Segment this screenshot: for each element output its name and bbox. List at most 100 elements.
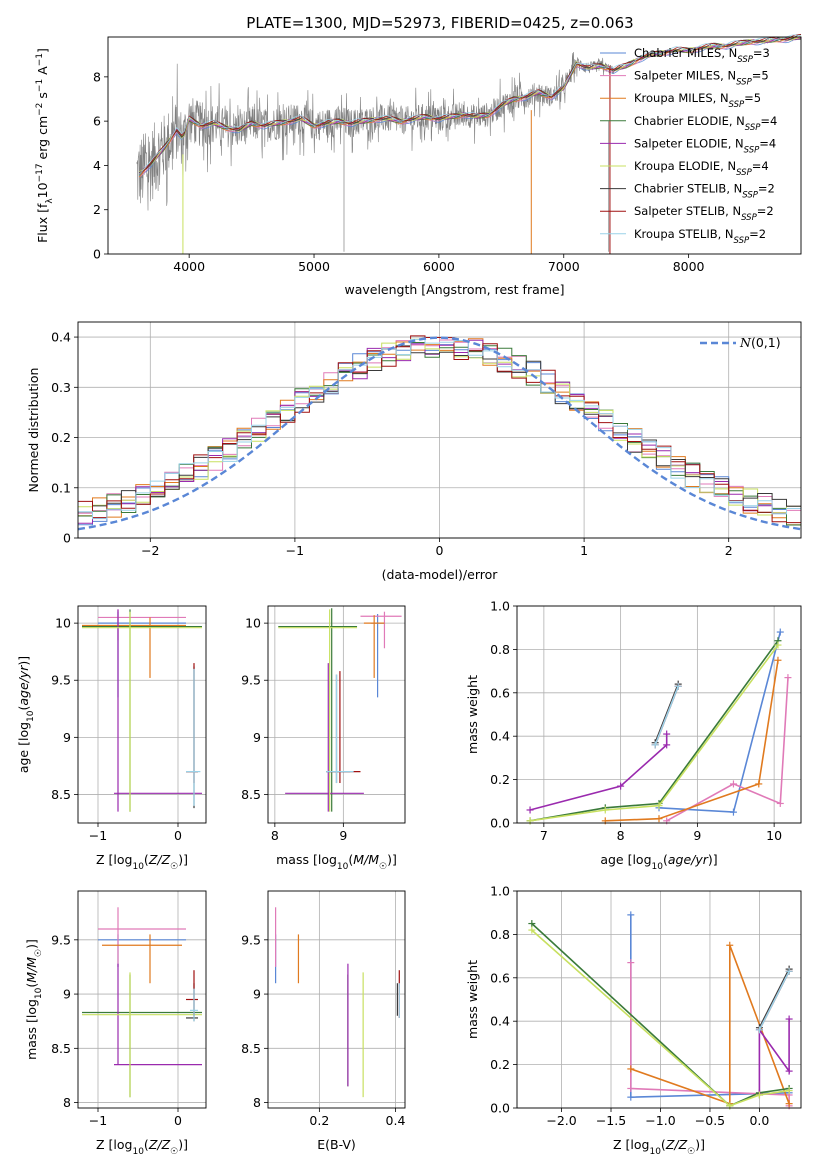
y-tick-label: 10 [245, 616, 261, 631]
y-tick-label: 0.6 [490, 685, 510, 700]
x-tick-label: −1 [286, 543, 304, 558]
y-tick-label: 0.2 [51, 430, 71, 445]
x-axis-label: age [log10(age/yr)] [600, 852, 717, 872]
y-axis-label: mass weight [465, 675, 480, 754]
y-tick-label: 9 [253, 987, 261, 1002]
plot-area-mass_vs_Z [82, 907, 202, 1098]
legend-label-chabrier_miles: Chabrier MILES, NSSP=3 [634, 46, 770, 65]
plot-area-age_vs_Z [82, 609, 202, 812]
x-tick-label: 8000 [673, 259, 705, 274]
y-tick-label: 8.5 [51, 787, 71, 802]
series-line-chabrier_stelib [758, 968, 790, 1029]
plot-area-weight_vs_age [526, 628, 792, 825]
y-tick-label: 9 [253, 730, 261, 745]
y-tick-label: 0.4 [51, 330, 71, 345]
y-tick-label: 8 [93, 69, 101, 84]
model-spectrum-kroupa_stelib [138, 34, 802, 175]
x-tick-label: −2 [141, 543, 159, 558]
x-tick-label: −2.0 [546, 1113, 576, 1128]
legend-label-chabrier_stelib: Chabrier STELIB, NSSP=2 [634, 182, 775, 201]
series-line-kroupa_miles [605, 660, 779, 822]
panel-mass_vs_Z: −1 0 8 8.5 9 9.5 Z [log10(Z/Z☉)] mass [log10(M/… [24, 890, 207, 1157]
series-line-chabrier_stelib [654, 683, 679, 743]
histogram-kroupa_stelib [78, 338, 801, 520]
panel-spectrum: 4000 5000 6000 7000 8000 0 2 4 6 8 wavelength [Ang… [35, 33, 802, 297]
y-tick-label: 0.8 [490, 642, 510, 657]
y-axis-label: mass weight [465, 960, 480, 1039]
x-tick-label: 8 [617, 828, 625, 843]
x-axis-label: Z [log10(Z/Z☉)] [96, 852, 188, 872]
legend: Chabrier MILES, NSSP=3 Salpeter MILES, NS… [600, 46, 777, 246]
legend-label-kroupa_stelib: Kroupa STELIB, NSSP=2 [634, 227, 766, 246]
y-tick-label: 8.5 [241, 1041, 261, 1056]
plot-area-residuals [77, 335, 802, 531]
plot-area-age_vs_mass [278, 608, 402, 812]
x-tick-label: 9 [693, 828, 701, 843]
y-tick-label: 9.5 [241, 673, 261, 688]
y-tick-label: 0 [93, 247, 101, 262]
x-tick-label: −1.0 [645, 1113, 675, 1128]
gaussian-curve [77, 336, 802, 531]
legend-label-salpeter_miles: Salpeter MILES, NSSP=5 [634, 69, 769, 88]
x-tick-label: 10 [766, 828, 782, 843]
x-tick-label: 0.2 [309, 1113, 329, 1128]
x-tick-label: 0 [174, 828, 182, 843]
series-line-chabrier_elodie [529, 640, 779, 822]
panel-weight_vs_age: 7 8 9 10 0.0 0.2 0.4 0.6 0.8 1.0 age [log10(age/yr… [465, 599, 802, 872]
y-tick-label: 10 [55, 616, 71, 631]
y-axis-label: age [log10(age/yr)] [16, 656, 36, 773]
x-tick-label: 0 [436, 543, 444, 558]
axes-frame [77, 605, 207, 824]
panel-weight_vs_Z: −2.0 −1.5 −1.0 −0.5 0.0 0.0 0.2 0.4 0.6 0.8 1.0 Z [… [465, 884, 802, 1157]
y-tick-label: 0.4 [490, 1014, 510, 1029]
histogram-salpeter_stelib [78, 335, 801, 524]
x-tick-label: −1 [89, 1113, 107, 1128]
model-spectrum-chabrier_miles [139, 36, 802, 177]
axes-age_vs_Z: −1 0 8.5 9 9.5 10 Z [log10(Z/Z☉)] age [log10(ag… [16, 605, 207, 872]
axes-mass_vs_EBV: 0.2 0.4 8 8.5 9 9.5 E(B-V) [241, 890, 406, 1152]
y-tick-label: 2 [93, 202, 101, 217]
series-line-salpeter_miles [666, 677, 789, 822]
axes-frame [516, 890, 802, 1109]
panel-age_vs_mass: 8 9 8.5 9 9.5 10 mass [log10(M/M☉)] [241, 605, 406, 872]
y-tick-label: 0.8 [490, 927, 510, 942]
axes-frame [267, 890, 406, 1109]
x-tick-label: 0.4 [386, 1113, 406, 1128]
x-axis-label: (data-model)/error [382, 567, 499, 582]
x-tick-label: 0.0 [749, 1113, 769, 1128]
axes-weight_vs_age: 7 8 9 10 0.0 0.2 0.4 0.6 0.8 1.0 age [log10(age/yr… [465, 599, 802, 872]
y-tick-label: 0.3 [51, 380, 71, 395]
series-line-chabrier_elodie [531, 922, 790, 1107]
x-axis-label: wavelength [Angstrom, rest frame] [344, 282, 564, 297]
legend-label-salpeter_stelib: Salpeter STELIB, NSSP=2 [634, 204, 774, 223]
axes-weight_vs_Z: −2.0 −1.5 −1.0 −0.5 0.0 0.0 0.2 0.4 0.6 0.8 1.0 Z [… [465, 884, 802, 1157]
legend-label-kroupa_miles: Kroupa MILES, NSSP=5 [634, 91, 761, 110]
x-tick-label: 4000 [173, 259, 205, 274]
y-tick-label: 9.5 [51, 932, 71, 947]
legend-label-kroupa_elodie: Kroupa ELODIE, NSSP=4 [634, 159, 769, 178]
y-axis-label: Normed distribution [26, 368, 41, 493]
x-tick-label: 5000 [298, 259, 330, 274]
axes-frame [77, 321, 802, 539]
x-tick-label: −1 [89, 828, 107, 843]
y-tick-label: 1.0 [490, 599, 510, 614]
axes-mass_vs_Z: −1 0 8 8.5 9 9.5 Z [log10(Z/Z☉)] mass [log10(M/… [24, 890, 207, 1157]
x-tick-label: 2 [725, 543, 733, 558]
axes-residuals: −2 −1 0 1 2 0 0.1 0.2 0.3 0.4 (data-model)/error No… [26, 321, 802, 582]
y-tick-label: 0.4 [490, 729, 510, 744]
y-tick-label: 1.0 [490, 884, 510, 899]
y-tick-label: 8.5 [241, 787, 261, 802]
x-axis-label: E(B-V) [317, 1137, 356, 1152]
x-tick-label: 1 [580, 543, 588, 558]
y-tick-label: 8 [253, 1095, 261, 1110]
y-tick-label: 9 [63, 987, 71, 1002]
y-tick-label: 8 [63, 1095, 71, 1110]
axes-frame [267, 605, 406, 824]
histogram-kroupa_elodie [78, 338, 801, 516]
axes-spectrum: 4000 5000 6000 7000 8000 0 2 4 6 8 wavelength [Ang… [35, 36, 802, 297]
series-line-kroupa_stelib [654, 686, 679, 746]
y-tick-label: 9.5 [241, 932, 261, 947]
x-tick-label: 7 [540, 828, 548, 843]
y-tick-label: 8.5 [51, 1041, 71, 1056]
